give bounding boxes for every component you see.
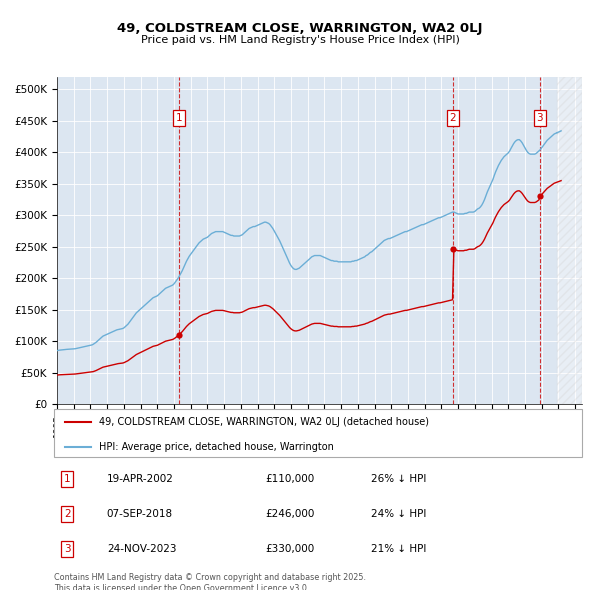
Text: 2: 2 bbox=[64, 509, 71, 519]
Text: 1: 1 bbox=[176, 113, 182, 123]
Text: £246,000: £246,000 bbox=[265, 509, 314, 519]
Text: 24-NOV-2023: 24-NOV-2023 bbox=[107, 544, 176, 554]
Text: 24% ↓ HPI: 24% ↓ HPI bbox=[371, 509, 426, 519]
Text: £330,000: £330,000 bbox=[265, 544, 314, 554]
Text: Contains HM Land Registry data © Crown copyright and database right 2025.
This d: Contains HM Land Registry data © Crown c… bbox=[54, 573, 366, 590]
Text: 3: 3 bbox=[64, 544, 71, 554]
Text: 49, COLDSTREAM CLOSE, WARRINGTON, WA2 0LJ: 49, COLDSTREAM CLOSE, WARRINGTON, WA2 0L… bbox=[117, 22, 483, 35]
Text: 3: 3 bbox=[536, 113, 543, 123]
Text: 07-SEP-2018: 07-SEP-2018 bbox=[107, 509, 173, 519]
Text: 2: 2 bbox=[449, 113, 456, 123]
FancyBboxPatch shape bbox=[54, 409, 582, 457]
Text: Price paid vs. HM Land Registry's House Price Index (HPI): Price paid vs. HM Land Registry's House … bbox=[140, 35, 460, 45]
Text: £110,000: £110,000 bbox=[265, 474, 314, 484]
Text: HPI: Average price, detached house, Warrington: HPI: Average price, detached house, Warr… bbox=[99, 441, 334, 451]
Text: 21% ↓ HPI: 21% ↓ HPI bbox=[371, 544, 426, 554]
Text: 49, COLDSTREAM CLOSE, WARRINGTON, WA2 0LJ (detached house): 49, COLDSTREAM CLOSE, WARRINGTON, WA2 0L… bbox=[99, 417, 429, 427]
Text: 26% ↓ HPI: 26% ↓ HPI bbox=[371, 474, 426, 484]
Bar bbox=[557, 77, 582, 404]
Text: 19-APR-2002: 19-APR-2002 bbox=[107, 474, 173, 484]
Text: 1: 1 bbox=[64, 474, 71, 484]
